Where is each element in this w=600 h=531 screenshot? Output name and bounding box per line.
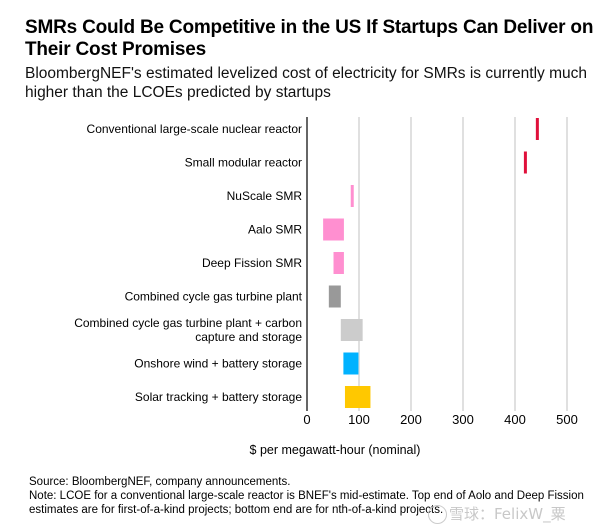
methodology-note: Note: LCOE for a conventional large-scal… bbox=[29, 490, 584, 516]
category-label: Small modular reactor bbox=[185, 156, 302, 170]
range-bar bbox=[344, 386, 371, 408]
chart-title: SMRs Could Be Competitive in the US If S… bbox=[25, 17, 594, 60]
range-bar bbox=[343, 352, 359, 375]
watermark-logo-icon bbox=[428, 505, 447, 524]
category-label: Aalo SMR bbox=[248, 223, 302, 237]
range-bars bbox=[323, 118, 539, 408]
category-label: Conventional large-scale nuclear reactor bbox=[87, 122, 302, 136]
category-label: NuScale SMR bbox=[227, 189, 303, 203]
category-label: Solar tracking + battery storage bbox=[135, 390, 302, 404]
range-bar bbox=[333, 252, 344, 274]
footnotes: Source: BloombergNEF, company announceme… bbox=[29, 475, 589, 517]
x-axis-label: $ per megawatt-hour (nominal) bbox=[249, 443, 421, 457]
x-tick-label: 100 bbox=[348, 412, 370, 427]
estimate-mark bbox=[535, 118, 539, 140]
estimate-mark bbox=[523, 151, 527, 174]
source-note: Source: BloombergNEF, company announceme… bbox=[29, 476, 291, 488]
range-bar bbox=[323, 218, 344, 241]
gridlines bbox=[358, 117, 568, 411]
range-bar bbox=[340, 319, 363, 341]
category-label: Onshore wind + battery storage bbox=[134, 357, 302, 371]
range-bar bbox=[328, 285, 341, 308]
estimate-mark bbox=[350, 185, 354, 207]
category-label: Combined cycle gas turbine plant bbox=[125, 290, 303, 304]
category-label: Combined cycle gas turbine plant + carbo… bbox=[74, 316, 302, 344]
chart-subtitle: BloombergNEF's estimated levelized cost … bbox=[25, 65, 588, 101]
category-labels: Conventional large-scale nuclear reactor… bbox=[74, 122, 302, 404]
x-tick-label: 300 bbox=[452, 412, 474, 427]
watermark: 雪球：FelixW_粟 bbox=[428, 503, 566, 524]
x-tick-label: 200 bbox=[400, 412, 422, 427]
x-tick-label: 500 bbox=[556, 412, 578, 427]
x-tick-label: 400 bbox=[504, 412, 526, 427]
watermark-text: 雪球：FelixW_粟 bbox=[449, 505, 566, 523]
category-label: Deep Fission SMR bbox=[202, 256, 302, 270]
x-tick-labels: 0 100 200 300 400 500 bbox=[303, 412, 577, 427]
x-tick-label: 0 bbox=[303, 412, 310, 427]
